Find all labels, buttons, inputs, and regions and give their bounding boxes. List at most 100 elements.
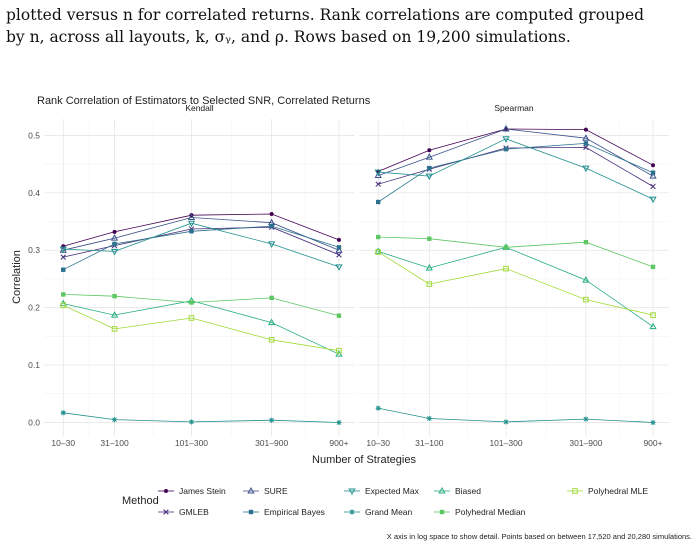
x-tick-label: 31–100 [100, 438, 129, 448]
panel-spearman: Spearman 10–30 31–100 101–300 301–900 900+ [359, 103, 669, 448]
legend-key-marker [438, 486, 446, 494]
legend-title: Method [122, 495, 159, 507]
data-point [336, 245, 342, 250]
data-point [649, 196, 657, 204]
legend-item-grand-mean: Grand Mean [344, 507, 413, 517]
x-axis-label: Number of Strategies [312, 454, 416, 466]
data-point [374, 169, 382, 177]
series-line [63, 222, 340, 268]
series-polyhedral-mle [60, 302, 342, 354]
data-point [425, 153, 433, 160]
x-tick-label: 31–100 [415, 438, 444, 448]
series-polyhedral-median [375, 234, 656, 270]
data-point [374, 171, 382, 179]
legend-key-marker [248, 509, 254, 515]
data-point [650, 183, 656, 190]
data-point [335, 264, 343, 271]
panel-label-kendall: Kendall [185, 103, 213, 113]
series-polyhedral-median [61, 292, 342, 318]
y-tick-label: 0.3 [28, 245, 40, 255]
y-tick-label: 0.4 [28, 188, 40, 198]
series-polyhedral-mle [375, 249, 656, 318]
data-point [112, 293, 117, 299]
x-tick-label: 101–300 [489, 438, 522, 448]
series-line [377, 251, 654, 316]
y-tick-label: 0.5 [28, 130, 40, 140]
data-point [502, 125, 510, 132]
data-point [375, 181, 381, 187]
data-point [335, 350, 343, 357]
data-point [269, 417, 275, 423]
data-point [336, 252, 342, 258]
data-point [269, 295, 274, 301]
x-tick-label: 10–30 [51, 438, 75, 448]
legend-item-polyhedral-median: Polyhedral Median [434, 507, 526, 517]
data-point [583, 416, 589, 422]
data-point [503, 245, 509, 250]
data-point [583, 127, 588, 132]
series-grand-mean [60, 410, 342, 426]
y-axis-label: Correlation [11, 250, 23, 304]
data-point [112, 241, 117, 247]
x-tick-label: 301–900 [569, 438, 602, 448]
data-point [187, 220, 196, 228]
data-point [112, 229, 117, 234]
legend-label: Biased [455, 486, 481, 496]
data-point [650, 419, 656, 426]
series-grand-mean [375, 405, 656, 426]
data-point [188, 419, 195, 425]
data-point [502, 136, 510, 143]
series-expected-max [59, 220, 343, 271]
data-point [427, 148, 432, 153]
data-point [60, 302, 67, 309]
data-point [189, 229, 194, 234]
legend-item-expected-max: Expected Max [344, 486, 420, 496]
data-point [336, 313, 342, 318]
caption-line-2: by n, across all layouts, k, σᵧ, and ρ. … [6, 28, 571, 46]
data-point [111, 326, 118, 332]
panel-kendall: Kendall 0.0 0.1 0.2 0.3 0.4 0.5 10–30 31–100 101–… [28, 103, 355, 448]
caption-line-1: plotted versus n for correlated returns.… [6, 6, 645, 24]
legend-label: Expected Max [365, 486, 420, 496]
y-tick-label: 0.2 [28, 303, 40, 313]
legend-label: Polyhedral MLE [588, 486, 648, 496]
series-empirical-bayes [375, 141, 656, 205]
legend-label: Grand Mean [365, 507, 413, 517]
legend-label: GMLEB [179, 507, 209, 517]
chart-note: X axis in log space to show detail. Poin… [387, 532, 692, 541]
data-point [110, 248, 119, 256]
data-point [649, 322, 657, 330]
data-point [583, 239, 589, 245]
legend-label: James Stein [179, 486, 226, 496]
data-point [375, 405, 381, 411]
data-point [60, 410, 66, 416]
data-point [188, 315, 195, 321]
data-point [426, 281, 433, 287]
series-expected-max [374, 136, 657, 204]
series-line [63, 305, 340, 352]
data-point [59, 246, 67, 254]
legend-label: Empirical Bayes [264, 507, 325, 517]
data-point [269, 212, 274, 217]
x-tick-label: 900+ [329, 438, 348, 448]
data-point [268, 337, 275, 343]
y-tick-label: 0.0 [28, 418, 40, 428]
panel-background [44, 119, 355, 436]
data-point [582, 165, 590, 173]
data-point [503, 419, 509, 425]
data-point [60, 254, 66, 260]
data-point [110, 234, 119, 241]
data-point [61, 292, 66, 297]
data-point [427, 165, 432, 171]
data-point [425, 264, 433, 271]
data-point [269, 223, 274, 229]
data-point [336, 237, 341, 242]
series-line [378, 128, 654, 177]
data-point [375, 249, 381, 255]
data-point [426, 415, 432, 422]
legend-label: SURE [264, 486, 288, 496]
data-point [336, 419, 342, 426]
x-tick-label: 301–900 [255, 438, 288, 448]
data-point [61, 267, 66, 272]
